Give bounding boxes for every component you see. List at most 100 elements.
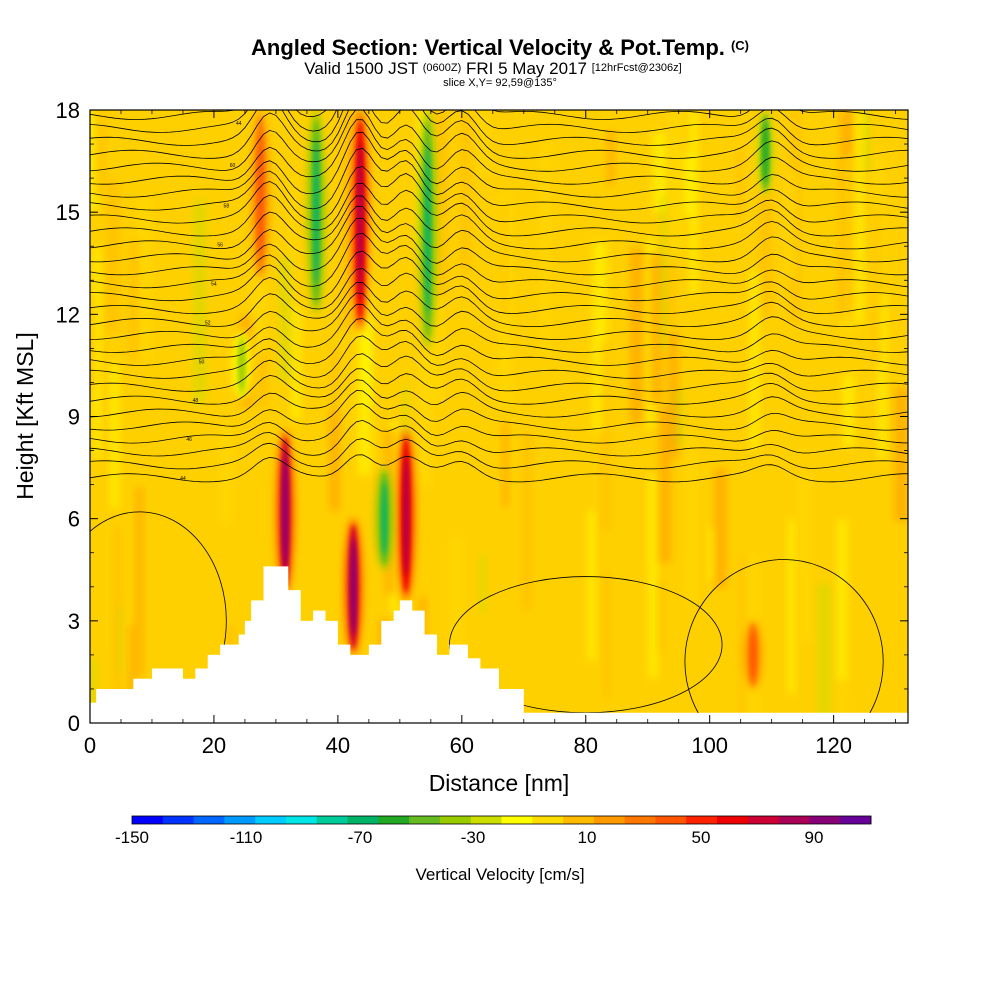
colorbar-swatch — [563, 816, 595, 824]
velocity-streak — [110, 361, 119, 509]
theta-contour — [90, 281, 908, 328]
y-tick-label: 3 — [68, 609, 80, 634]
colorbar-swatch — [347, 816, 379, 824]
contour-label: 52 — [205, 320, 211, 326]
theta-contour — [90, 205, 908, 263]
velocity-streak — [660, 196, 667, 350]
theta-contour — [90, 93, 908, 107]
velocity-streak — [136, 487, 144, 677]
colorbar-swatch — [717, 816, 749, 824]
velocity-streak — [256, 347, 269, 408]
velocity-streak — [541, 144, 550, 357]
colorbar-swatch — [439, 816, 472, 824]
velocity-streak — [362, 204, 371, 405]
downdraft-core — [381, 482, 387, 556]
velocity-streak — [843, 375, 854, 448]
velocity-streak — [800, 473, 810, 642]
colorbar-swatch — [193, 816, 225, 824]
theta-contour — [90, 438, 908, 470]
velocity-streak — [736, 150, 743, 221]
theta-contour-closed — [684, 559, 884, 723]
updraft-core — [282, 453, 288, 571]
colorbar-swatch — [501, 816, 533, 824]
theta-contour — [90, 292, 908, 340]
updraft-core — [750, 630, 756, 680]
theta-contour — [90, 368, 908, 405]
velocity-streak — [658, 580, 665, 652]
chart-title: Angled Section: Vertical Velocity & Pot.… — [251, 35, 725, 60]
colorbar-swatch — [285, 816, 318, 824]
velocity-streak — [861, 110, 871, 171]
theta-contour — [90, 403, 908, 444]
velocity-streak — [251, 263, 266, 356]
theta-contour — [90, 303, 908, 353]
velocity-streak — [329, 409, 340, 511]
colorbar-tick-label: 10 — [578, 828, 597, 847]
chart-subtitle: Valid 1500 JST (0600Z) FRI 5 May 2017 [1… — [0, 60, 1000, 77]
velocity-streak — [839, 685, 846, 723]
theta-contour — [90, 353, 908, 392]
updraft-core — [357, 141, 363, 300]
velocity-streak — [113, 527, 122, 707]
velocity-streak — [872, 209, 881, 364]
theta-contour — [90, 166, 908, 224]
theta-contour — [90, 110, 908, 120]
colorbar-tick-label: 90 — [805, 828, 824, 847]
colorbar-swatch — [409, 816, 441, 824]
y-tick-label: 18 — [56, 98, 80, 123]
theta-contour — [90, 195, 908, 250]
axes: 0 20 40 60 80 100 120 0 3 6 9 12 15 18 — [56, 98, 908, 758]
velocity-streak — [708, 527, 716, 581]
velocity-streak — [106, 179, 120, 333]
velocity-streak — [431, 218, 442, 402]
velocity-streak — [878, 293, 887, 460]
velocity-streak — [600, 341, 611, 531]
y-tick-label: 0 — [68, 711, 80, 736]
y-tick-label: 9 — [68, 405, 80, 430]
theta-contour-closed — [90, 511, 227, 723]
colorbar-tick-label: -70 — [348, 828, 373, 847]
colorbar-swatch — [593, 816, 626, 824]
potential-temperature-contours: 44 46 48 50 52 54 56 58 60 44 — [90, 93, 908, 723]
velocity-streak — [687, 430, 695, 605]
velocity-streak — [460, 114, 471, 274]
theta-contour — [90, 268, 908, 315]
zulu-time: (0600Z) — [422, 62, 462, 74]
theta-contour — [90, 110, 908, 172]
colorbar-tick-label: 50 — [692, 828, 711, 847]
theta-contour — [90, 131, 908, 198]
velocity-streak — [682, 154, 694, 216]
velocity-streak — [607, 130, 615, 186]
x-axis-title: Distance [nm] — [429, 770, 570, 796]
theta-contour — [90, 250, 908, 302]
velocity-streak — [289, 176, 297, 378]
velocity-streak — [502, 422, 509, 507]
x-tick-label: 80 — [574, 733, 598, 758]
velocity-streak — [855, 110, 864, 324]
colorbar-swatch — [224, 816, 256, 824]
velocity-streak — [93, 246, 101, 459]
velocity-streak — [837, 520, 848, 682]
colorbar-swatch — [686, 816, 718, 824]
velocity-streak — [221, 424, 231, 525]
colorbar-swatch — [655, 816, 687, 824]
velocity-streak — [587, 510, 596, 661]
theta-contour — [90, 232, 908, 289]
updraft-cores — [251, 110, 763, 689]
velocity-streak — [670, 110, 683, 255]
colorbar-tick-label: -150 — [115, 828, 149, 847]
valid-time: Valid 1500 JST — [304, 59, 418, 78]
contour-label: 54 — [211, 282, 217, 288]
colorbar-title: Vertical Velocity [cm/s] — [415, 865, 584, 884]
velocity-streak — [402, 383, 410, 456]
velocity-streak — [129, 239, 141, 360]
velocity-streak — [603, 570, 611, 700]
plot-background — [90, 110, 908, 723]
velocity-streak — [649, 253, 663, 404]
x-tick-label: 100 — [691, 733, 728, 758]
velocity-streak — [750, 270, 759, 450]
velocity-streak — [192, 199, 207, 403]
contour-label: 46 — [186, 437, 192, 443]
downdraft-core — [425, 144, 431, 315]
